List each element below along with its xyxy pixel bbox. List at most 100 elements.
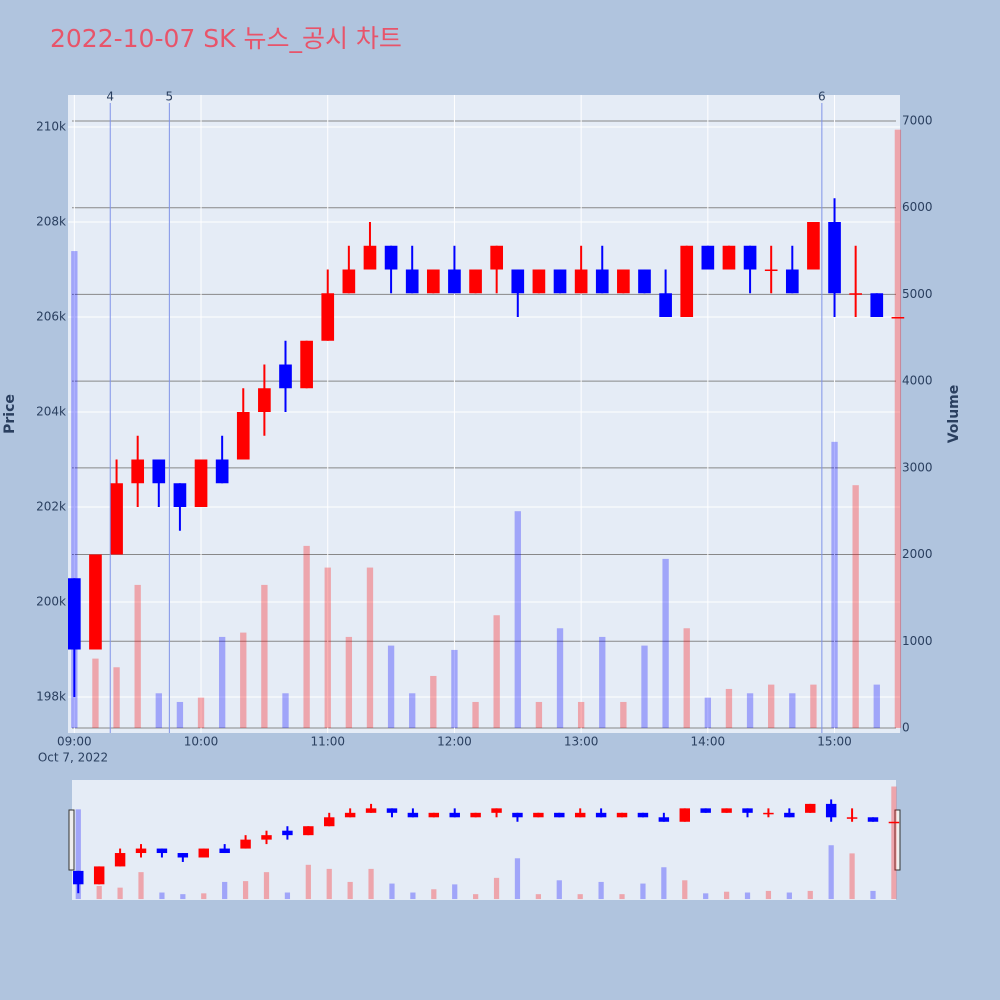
- volume-bar: [431, 889, 437, 900]
- candle-body: [68, 578, 81, 650]
- volume-bar: [620, 701, 627, 728]
- volume-bar: [159, 892, 165, 900]
- volume-bar: [556, 880, 562, 900]
- y2-tick-label: 0: [902, 720, 910, 734]
- y2-tick-label: 4000: [902, 374, 933, 388]
- volume-bar: [577, 701, 585, 728]
- volume-bar: [598, 881, 604, 900]
- candle-body: [198, 848, 209, 858]
- candle-body: [637, 812, 649, 818]
- candle-body: [261, 835, 272, 840]
- slider-handle[interactable]: [894, 809, 901, 871]
- volume-bar: [92, 658, 99, 728]
- candle-body: [279, 364, 292, 389]
- volume-bar: [324, 567, 331, 728]
- x-tick-label: 13:00: [564, 735, 599, 749]
- volume-bar: [640, 883, 646, 900]
- candle-body: [891, 317, 905, 319]
- candle-body: [177, 853, 189, 858]
- volume-bar: [493, 615, 500, 728]
- candle-body: [258, 388, 271, 413]
- volume-bar: [368, 868, 374, 900]
- y-axis-title: Price: [2, 394, 18, 434]
- y2-tick-label: 7000: [902, 114, 933, 128]
- candle-body: [595, 269, 609, 294]
- candle-body: [617, 269, 630, 294]
- volume-bar: [472, 701, 479, 728]
- candle-body: [363, 245, 377, 270]
- chart-title: 2022-10-07 SK 뉴스_공시 차트: [50, 24, 402, 53]
- candle-body: [470, 812, 481, 818]
- candle-body: [638, 269, 651, 294]
- volume-bar: [704, 697, 712, 728]
- volume-bar: [138, 872, 144, 900]
- candle-body: [240, 839, 251, 849]
- volume-bar: [703, 893, 709, 900]
- volume-bar: [71, 251, 78, 728]
- volume-bar: [789, 693, 796, 728]
- volume-bar: [894, 129, 902, 728]
- volume-bar: [282, 693, 289, 728]
- x-tick-label: 15:00: [817, 735, 852, 749]
- y2-tick-label: 3000: [902, 460, 933, 474]
- candle-body: [236, 412, 250, 460]
- candle-body: [448, 269, 461, 294]
- candle-body: [763, 812, 774, 815]
- volume-bar: [303, 545, 310, 728]
- volume-bar: [240, 632, 247, 728]
- volume-bar: [242, 881, 249, 900]
- volume-bar: [746, 693, 754, 728]
- candle-body: [89, 554, 102, 650]
- volume-bar: [473, 894, 479, 900]
- candle-body: [785, 269, 799, 294]
- volume-bar: [768, 684, 775, 728]
- volume-bar: [891, 786, 897, 900]
- candle-body: [533, 812, 544, 818]
- volume-bar: [347, 881, 353, 900]
- volume-bar: [873, 684, 880, 728]
- candle-body: [512, 812, 523, 818]
- y2-axis-title: Volume: [946, 385, 962, 444]
- volume-bar: [410, 892, 416, 900]
- x-tick-label: 10:00: [184, 735, 219, 749]
- volume-bar: [75, 809, 81, 900]
- volume-bar: [493, 877, 500, 900]
- volume-bar: [786, 892, 792, 900]
- volume-bar: [577, 894, 583, 900]
- y-tick-label: 204k: [36, 405, 66, 419]
- candle-body: [658, 817, 670, 822]
- candle-body: [828, 222, 841, 294]
- y-tick-label: 210k: [36, 120, 66, 134]
- y2-tick-label: 5000: [902, 287, 933, 301]
- volume-bar: [284, 892, 291, 900]
- volume-bar: [176, 701, 184, 728]
- volume-bar: [514, 511, 521, 728]
- candle-body: [426, 269, 440, 294]
- volume-bar: [661, 867, 667, 900]
- candle-body: [511, 269, 525, 294]
- x-date-label: Oct 7, 2022: [38, 751, 108, 765]
- candle-body: [173, 483, 187, 508]
- volume-bar: [744, 892, 751, 900]
- volume-bar: [263, 872, 270, 900]
- candle-body: [73, 870, 84, 885]
- volume-bar: [155, 693, 162, 728]
- volume-bar: [134, 584, 141, 728]
- volume-bar: [451, 649, 458, 728]
- range-slider[interactable]: [72, 780, 896, 900]
- y2-tick-label: 2000: [902, 547, 933, 561]
- volume-bar: [683, 628, 690, 728]
- candle-body: [721, 808, 732, 813]
- volume-bar: [641, 645, 648, 728]
- candle-body: [407, 812, 419, 818]
- candle-body: [574, 269, 588, 294]
- candle-body: [215, 459, 229, 484]
- slider-handle[interactable]: [68, 809, 75, 871]
- candle-body: [303, 826, 314, 836]
- x-tick-label: 14:00: [691, 735, 726, 749]
- candle-body: [490, 245, 504, 270]
- volume-bar: [810, 684, 817, 728]
- y-tick-label: 206k: [36, 310, 66, 324]
- candle-body: [491, 808, 502, 813]
